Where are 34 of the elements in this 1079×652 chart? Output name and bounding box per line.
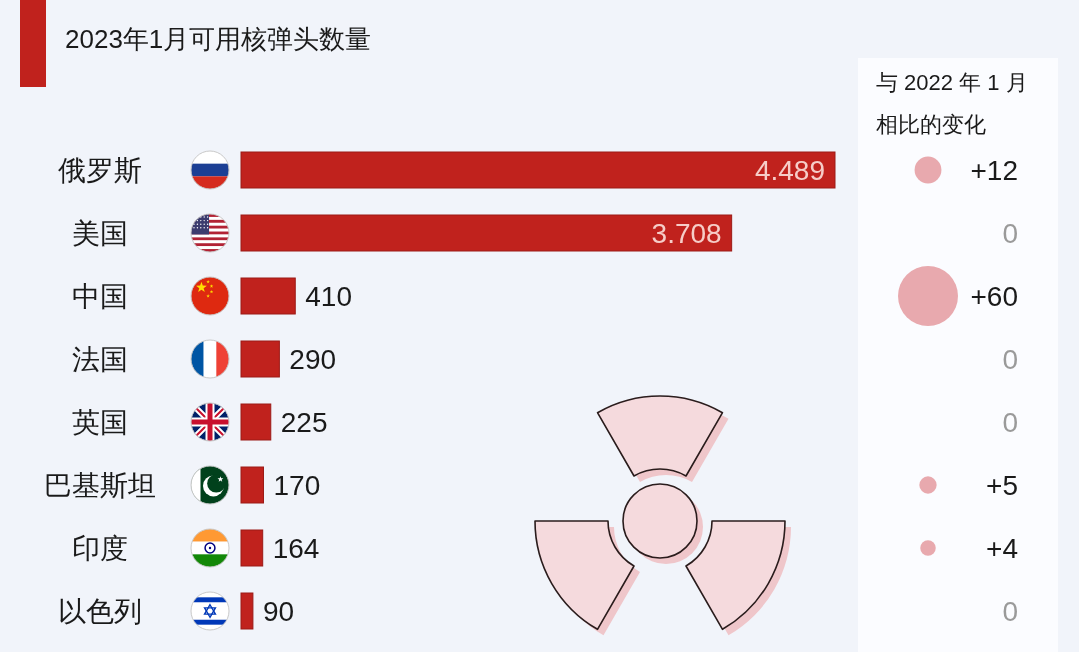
- bar: [240, 403, 272, 441]
- data-label: 0: [1002, 343, 1018, 375]
- data-label: 0: [1002, 595, 1018, 627]
- data-label: 225: [280, 406, 328, 438]
- y-tick-label: 印度: [72, 532, 128, 564]
- data-label: 290: [289, 343, 337, 375]
- y-tick-label: 巴基斯坦: [44, 469, 156, 501]
- bar: [240, 466, 264, 504]
- chart-title: 2023年1月可用核弹头数量: [65, 24, 372, 54]
- text: 与 2022 年 1 月相比的变化: [876, 70, 1028, 137]
- bar: [240, 592, 254, 630]
- data-label: 164: [272, 532, 320, 564]
- y-tick-label: 英国: [72, 406, 128, 438]
- data-label: 0: [1002, 406, 1018, 438]
- y-tick-label: 法国: [72, 343, 128, 375]
- data-label: 4.489: [754, 154, 825, 186]
- y-tick-label: 俄罗斯: [58, 154, 142, 186]
- y-tick-label: 美国: [72, 217, 128, 249]
- bar: [240, 340, 280, 378]
- y-tick-label: 中国: [72, 280, 128, 312]
- data-label: 3.708: [651, 217, 722, 249]
- data-label: 0: [1002, 217, 1018, 249]
- data-label: 170: [273, 469, 321, 501]
- bar: [240, 277, 296, 315]
- bar: [240, 151, 836, 189]
- bar: [240, 529, 264, 567]
- data-label: +4: [986, 532, 1018, 564]
- data-label: +60: [970, 280, 1018, 312]
- data-label: 410: [305, 280, 352, 312]
- bar: [240, 214, 733, 252]
- data-label: +12: [970, 154, 1018, 186]
- data-label: 90: [262, 595, 295, 627]
- data-label: +5: [986, 469, 1018, 501]
- y-tick-label: 以色列: [58, 595, 142, 627]
